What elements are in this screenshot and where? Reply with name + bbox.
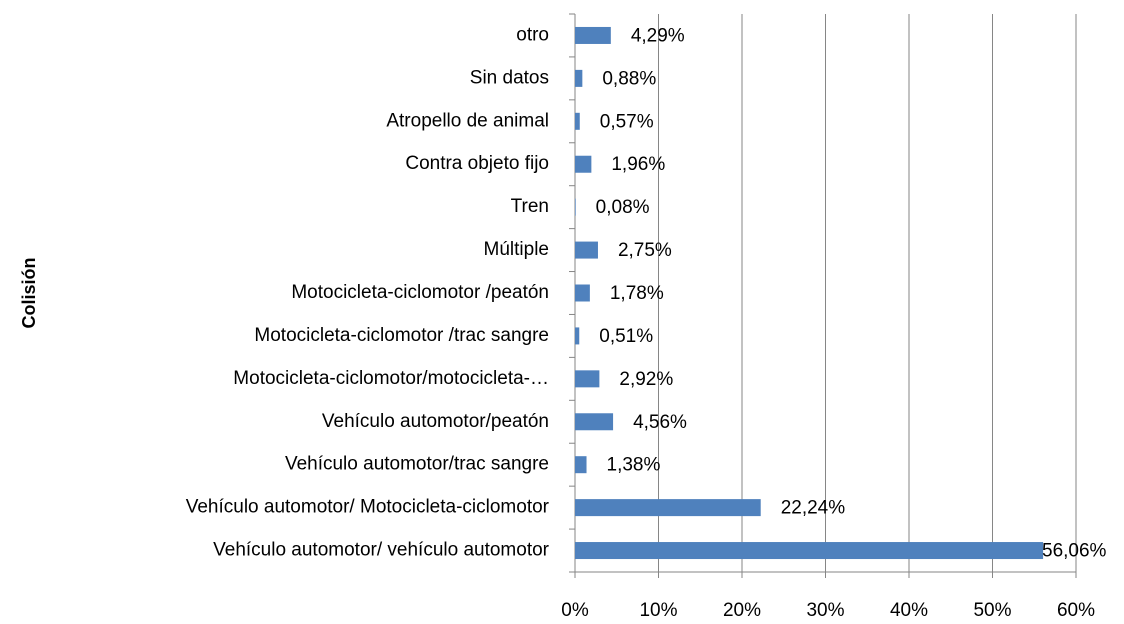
- data-label: 56,06%: [1042, 541, 1107, 562]
- bar: [575, 284, 590, 302]
- y-tick-label: Sin datos: [470, 67, 549, 88]
- bar: [575, 112, 580, 130]
- data-label: 4,29%: [631, 25, 685, 46]
- data-label: 1,38%: [607, 455, 661, 476]
- data-label: 1,96%: [611, 154, 665, 175]
- data-label: 0,51%: [599, 326, 653, 347]
- bar: [575, 155, 592, 173]
- bar: [575, 241, 598, 259]
- bar: [575, 327, 580, 345]
- bar: [575, 499, 761, 517]
- x-tick-label: 50%: [973, 600, 1011, 621]
- y-axis-label: Colisión: [19, 258, 39, 329]
- y-tick-label: Contra objeto fijo: [405, 153, 549, 174]
- x-tick-label: 60%: [1057, 600, 1095, 621]
- bar: [575, 413, 614, 431]
- x-tick-label: 0%: [561, 600, 589, 621]
- bar: [575, 26, 611, 44]
- x-tick-label: 30%: [806, 600, 844, 621]
- bar: [575, 542, 1044, 560]
- data-label: 0,57%: [600, 111, 654, 132]
- data-label: 0,88%: [602, 68, 656, 89]
- data-label: 1,78%: [610, 283, 664, 304]
- x-tick-label: 40%: [890, 600, 928, 621]
- bar: [575, 198, 576, 216]
- data-label: 2,92%: [619, 369, 673, 390]
- bar: [575, 370, 600, 388]
- y-tick-label: Vehículo automotor/trac sangre: [285, 454, 549, 475]
- data-label: 22,24%: [781, 498, 846, 519]
- data-label: 4,56%: [633, 412, 687, 433]
- y-tick-label: Vehículo automotor/ Motocicleta-ciclomot…: [186, 497, 550, 518]
- y-tick-label: Vehículo automotor/ vehículo automotor: [213, 540, 550, 561]
- y-tick-label: Motocicleta-ciclomotor /trac sangre: [254, 325, 549, 346]
- y-tick-label: Motocicleta-ciclomotor /peatón: [291, 282, 549, 303]
- data-label: 0,08%: [596, 197, 650, 218]
- y-tick-label: Vehículo automotor/peatón: [322, 411, 549, 432]
- x-tick-label: 10%: [639, 600, 677, 621]
- data-label: 2,75%: [618, 240, 672, 261]
- bar: [575, 69, 583, 87]
- y-tick-label: Motocicleta-ciclomotor/motocicleta-…: [233, 368, 549, 389]
- x-tick-label: 20%: [723, 600, 761, 621]
- y-tick-label: otro: [516, 24, 549, 45]
- y-tick-label: Atropello de animal: [386, 110, 549, 131]
- y-tick-label: Tren: [511, 196, 549, 217]
- bar: [575, 456, 587, 474]
- y-tick-label: Múltiple: [484, 239, 549, 260]
